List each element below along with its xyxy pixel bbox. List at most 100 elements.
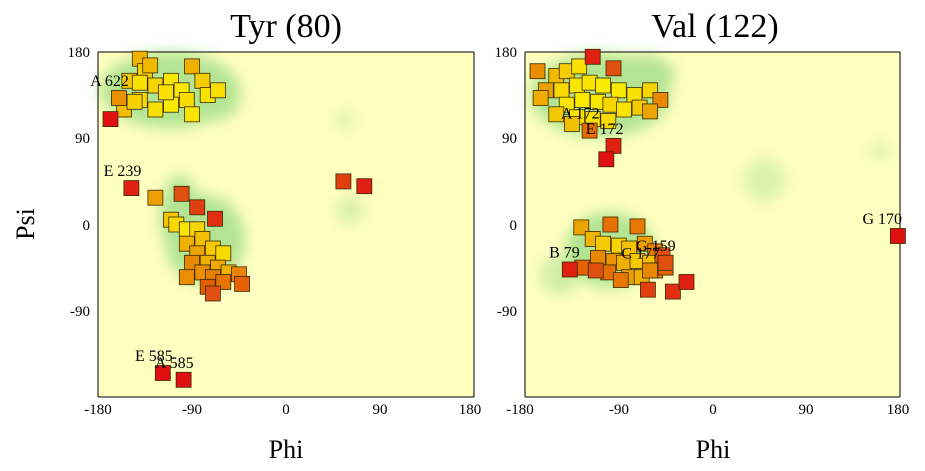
scatter-point (175, 371, 192, 388)
scatter-point (890, 228, 906, 244)
y-tick-label: 90 (502, 131, 517, 147)
y-tick-label: 0 (510, 218, 518, 234)
x-axis: -180 -90 0 90 180 Phi (506, 402, 909, 464)
scatter-point (657, 254, 674, 271)
scatter-point (147, 101, 164, 118)
scatter-point (215, 245, 232, 262)
scatter-point (210, 82, 227, 99)
scatter-point (204, 285, 221, 302)
x-axis-label: Phi (269, 435, 304, 464)
x-tick-label: 90 (373, 402, 388, 418)
y-tick-label: -90 (497, 304, 517, 320)
scatter-point (178, 269, 195, 286)
x-tick-label: 180 (887, 402, 910, 418)
scatter-point (548, 106, 565, 123)
x-tick-label: 180 (459, 402, 482, 418)
scatter-point (642, 262, 658, 279)
y-tick-label: 90 (75, 131, 90, 147)
y-tick-label: 0 (83, 218, 91, 234)
scatter-point (629, 218, 646, 235)
panel-val: Val (122) -180 -90 0 90 180 Phi 180 90 (495, 8, 910, 464)
scatter-point (126, 93, 143, 110)
scatter-point (600, 113, 617, 129)
scatter-point (142, 57, 159, 74)
scatter-point (561, 261, 578, 278)
scatter-point (574, 92, 591, 108)
scatter-point (642, 103, 658, 120)
x-tick-label: -180 (506, 402, 534, 418)
scatter-point (587, 262, 604, 279)
y-axis: 180 90 0 -90 Psi (11, 45, 90, 320)
point-label: E 585 (135, 348, 173, 365)
scatter-point (335, 173, 352, 190)
scatter-point (602, 216, 619, 233)
point-label: E 239 (104, 163, 142, 180)
scatter-point (581, 74, 598, 91)
scatter-point (102, 111, 119, 127)
scatter-point (595, 235, 611, 252)
scatter-point (553, 82, 570, 99)
y-tick-label: -90 (70, 304, 90, 320)
scatter-point (529, 63, 546, 80)
scatter-point (602, 96, 619, 113)
x-tick-label: 90 (799, 402, 814, 418)
scatter-point (665, 283, 681, 300)
point-label: A 622 (90, 73, 129, 90)
point-label: A 172 (561, 106, 600, 123)
scatter-point (678, 274, 695, 290)
point-label: G 170 (862, 211, 902, 228)
scatter-point (207, 210, 223, 227)
x-tick-label: -90 (609, 402, 629, 418)
scatter-point (564, 116, 580, 132)
x-axis-label: Phi (696, 435, 731, 464)
scatter-point (595, 77, 611, 94)
scatter-point (612, 272, 629, 289)
x-tick-label: -180 (84, 402, 112, 418)
point-label: B 79 (549, 245, 580, 262)
x-tick-label: -90 (182, 402, 202, 418)
scatter-point (184, 106, 200, 123)
panel-tyr: Tyr (80) -180 -90 0 90 180 Phi 180 90 (11, 8, 481, 464)
point-label: A 585 (155, 355, 194, 372)
scatter-point (234, 275, 251, 292)
scatter-point (581, 122, 598, 139)
panel-title: Val (122) (651, 8, 778, 45)
y-axis: 180 90 0 -90 (495, 45, 518, 320)
scatter-point (356, 178, 373, 195)
x-axis: -180 -90 0 90 180 Phi (84, 402, 481, 464)
scatter-point (154, 365, 171, 381)
scatter-point (640, 281, 656, 298)
scatter-point (173, 185, 190, 202)
scatter-point (147, 189, 164, 206)
x-tick-label: 0 (709, 402, 717, 418)
scatter-point (605, 60, 622, 77)
scatter-point (532, 90, 549, 106)
scatter-point (584, 48, 601, 65)
scatter-point (189, 199, 206, 216)
scatter-point (194, 72, 211, 89)
scatter-point (123, 180, 140, 197)
point-label: E 172 (586, 121, 624, 138)
y-axis-label: Psi (11, 208, 40, 240)
plot-frame (97, 51, 475, 398)
scatter-point (178, 92, 195, 108)
scatter-point (157, 84, 174, 101)
scatter-point (616, 101, 632, 118)
x-tick-label: 0 (282, 402, 290, 418)
panel-title: Tyr (80) (230, 8, 342, 45)
y-tick-label: 180 (495, 45, 518, 61)
scatter-point (184, 58, 200, 75)
point-label: G 159 (636, 238, 676, 255)
scatter-point (610, 82, 627, 99)
y-tick-label: 180 (68, 45, 91, 61)
plot-frame (524, 51, 901, 398)
point-label: C 177 (621, 246, 660, 263)
scatter-point (598, 151, 615, 168)
scatter-point (131, 74, 148, 91)
scatter-point (571, 58, 588, 75)
scatter-point (111, 90, 127, 106)
scatter-point (605, 137, 622, 154)
